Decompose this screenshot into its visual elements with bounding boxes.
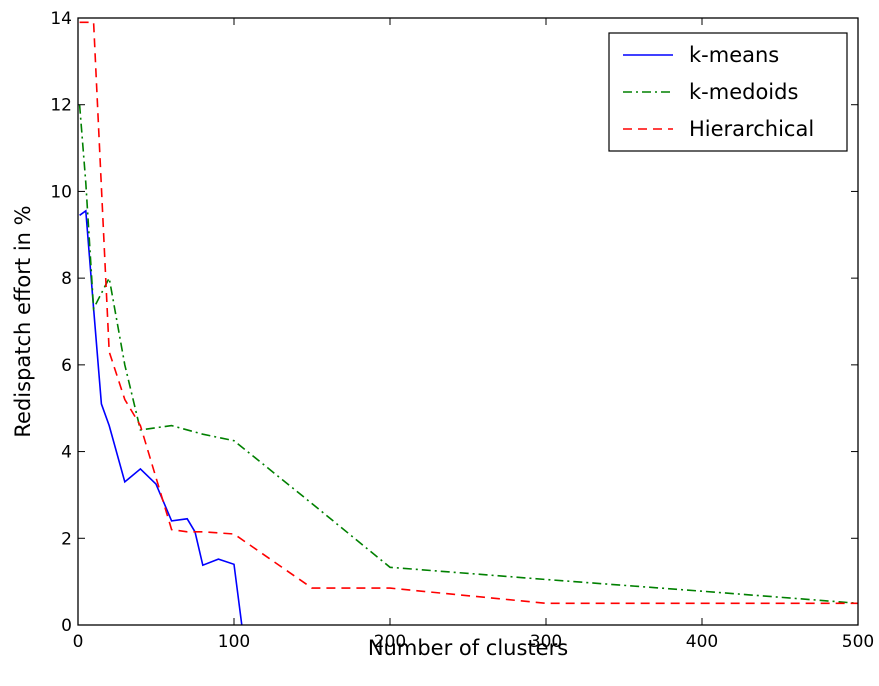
axis-ticks: 0 100 200 300 400 500 0 2 4 6 8 10 12 14: [50, 9, 874, 652]
plot-lines: [78, 21, 858, 625]
x-tick-label: 0: [73, 632, 84, 652]
y-tick-label: 6: [61, 356, 72, 376]
x-axis-label: Number of clusters: [368, 636, 568, 660]
plot-frame: [77, 17, 859, 626]
x-tick-label: 100: [218, 632, 250, 652]
y-tick-label: 8: [61, 269, 72, 289]
series-line-hierarchical: [79, 21, 858, 605]
legend-label: k-means: [689, 43, 779, 67]
legend-label: k-medoids: [689, 80, 798, 104]
legend-label: Hierarchical: [689, 117, 814, 141]
y-tick-label: 4: [61, 443, 72, 463]
legend: k-means k-medoids Hierarchical: [608, 32, 848, 152]
x-tick-label: 400: [686, 632, 718, 652]
y-tick-label: 2: [61, 529, 72, 549]
series-line-k-means: [79, 209, 243, 625]
y-tick-label: 12: [50, 96, 72, 116]
x-tick-label: 200: [374, 632, 406, 652]
y-axis-label: Redispatch effort in %: [11, 205, 35, 437]
y-tick-label: 10: [50, 182, 72, 202]
y-tick-label: 14: [50, 9, 72, 29]
series-line-k-medoids: [78, 104, 858, 605]
x-tick-label: 300: [530, 632, 562, 652]
x-tick-label: 500: [842, 632, 874, 652]
y-tick-label: 0: [61, 616, 72, 636]
